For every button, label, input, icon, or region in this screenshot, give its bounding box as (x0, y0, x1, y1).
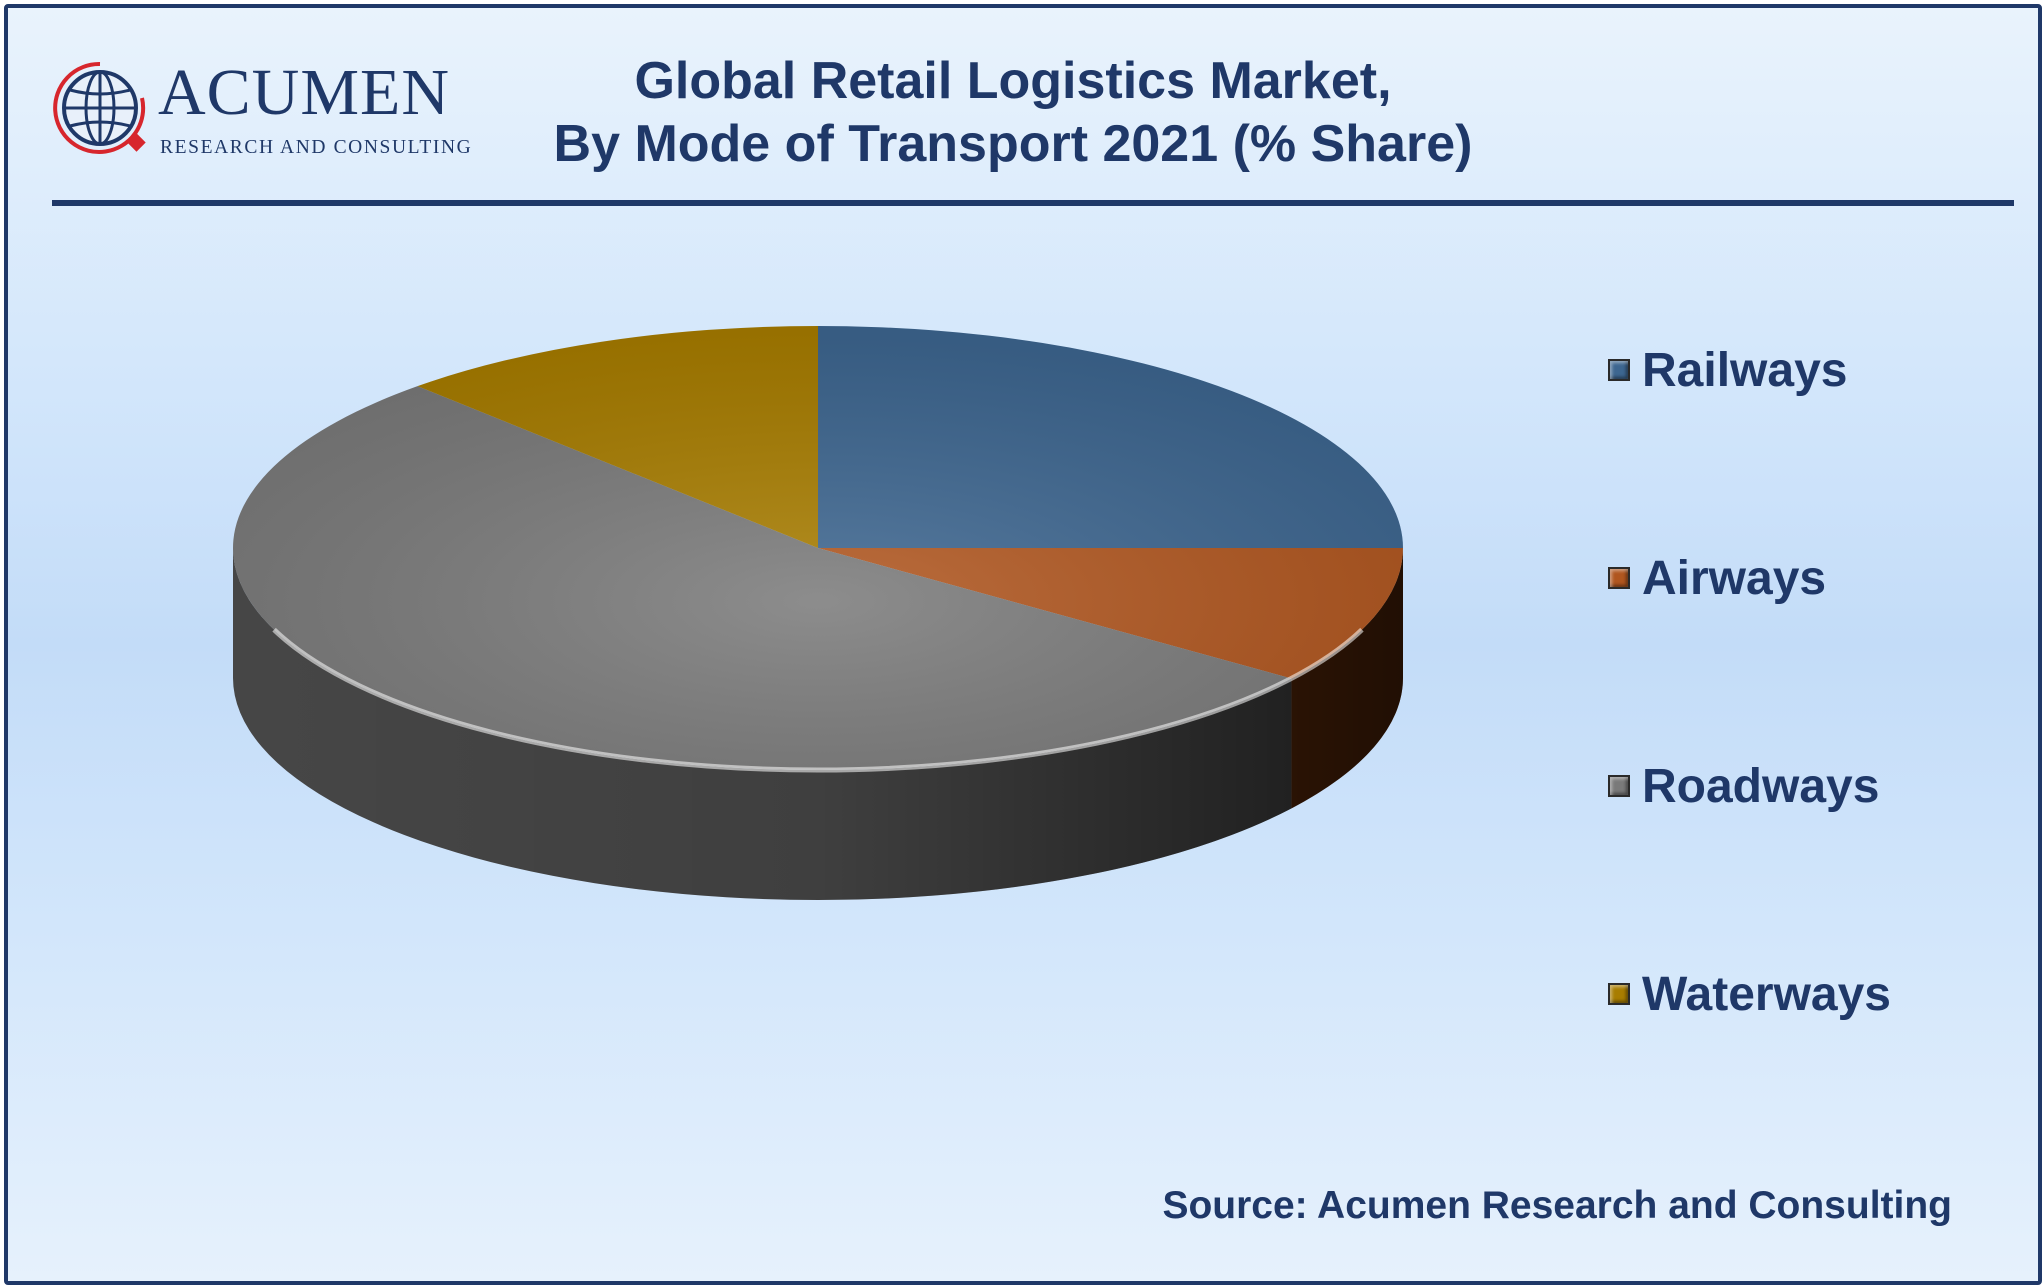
legend-swatch-roadways (1608, 775, 1630, 797)
pie-top-shading (233, 326, 1403, 770)
header-divider (52, 200, 2014, 206)
globe-icon (53, 61, 146, 154)
logo-tagline: RESEARCH AND CONSULTING (160, 137, 473, 158)
legend-label-waterways: Waterways (1642, 967, 1891, 1021)
legend-swatch-waterways (1608, 983, 1630, 1005)
pie-rim-highlight (272, 627, 1364, 773)
chart-title-line-2: By Mode of Transport 2021 (% Share) (553, 115, 1473, 173)
source-note: Source: Acumen Research and Consulting (1162, 1184, 1952, 1227)
legend-label-airways: Airways (1642, 551, 1827, 605)
pie-sides (233, 548, 1403, 900)
legend-item-railways: Railways (1608, 340, 1847, 400)
pie-side-shading (233, 548, 1403, 900)
acumen-logo: ACUMEN RESEARCH AND CONSULTING (50, 58, 490, 168)
legend-item-roadways: Roadways (1608, 756, 1879, 816)
pie-chart (233, 326, 1403, 900)
pie-overlay (233, 326, 1403, 773)
chart-title-line-1: Global Retail Logistics Market, (634, 52, 1392, 110)
legend-swatch-railways (1608, 359, 1630, 381)
legend-label-railways: Railways (1642, 343, 1848, 397)
legend-label-roadways: Roadways (1642, 759, 1880, 813)
legend-swatch-airways (1608, 567, 1630, 589)
chart-title: Global Retail Logistics Market, By Mode … (498, 50, 1528, 176)
legend-item-airways: Airways (1608, 548, 1826, 608)
chart-frame: ACUMEN RESEARCH AND CONSULTING Global Re… (4, 4, 2042, 1285)
legend-item-waterways: Waterways (1608, 964, 1891, 1024)
logo-wordmark: ACUMEN (158, 56, 451, 129)
